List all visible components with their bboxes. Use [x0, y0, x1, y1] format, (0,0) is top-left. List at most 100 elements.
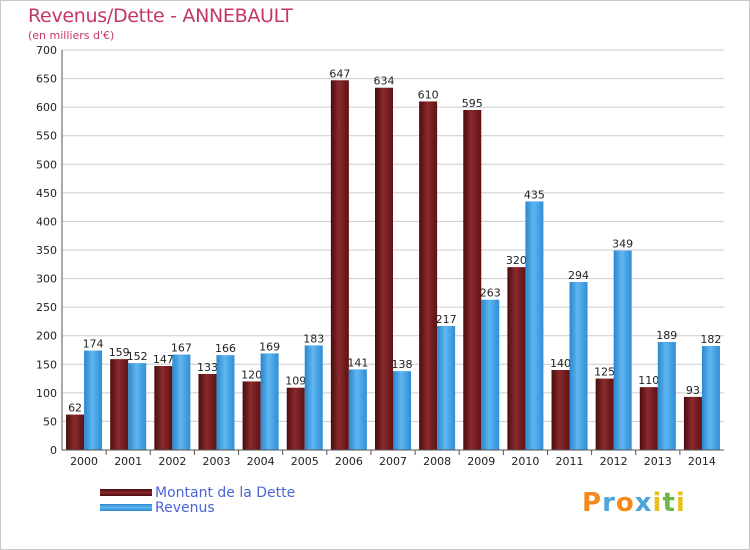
data-label-dette: 647: [329, 67, 350, 80]
y-tick-label: 50: [43, 415, 57, 428]
data-label-revenus: 349: [612, 238, 633, 251]
bar-dette: [154, 366, 173, 450]
legend-swatch-dette: [100, 489, 152, 496]
y-tick-label: 700: [36, 44, 57, 57]
x-tick-label: 2011: [556, 455, 584, 468]
data-label-dette: 159: [109, 346, 130, 359]
data-label-revenus: 263: [480, 287, 501, 300]
bar-revenus: [216, 355, 235, 450]
data-label-dette: 140: [550, 357, 571, 370]
legend-label-revenus: Revenus: [155, 500, 215, 516]
bar-revenus: [701, 346, 720, 450]
proxiti-logo: Proxiti: [582, 488, 686, 518]
bar-dette: [110, 359, 129, 450]
x-tick-label: 2012: [600, 455, 628, 468]
data-label-revenus: 189: [656, 329, 677, 342]
data-label-revenus: 167: [171, 342, 192, 355]
bar-revenus: [657, 342, 676, 450]
data-label-revenus: 141: [347, 356, 368, 369]
y-tick-label: 550: [36, 130, 57, 143]
data-label-dette: 595: [462, 97, 483, 110]
data-label-revenus: 182: [700, 333, 721, 346]
bar-dette: [242, 381, 261, 450]
data-label-revenus: 152: [127, 350, 148, 363]
bar-revenus: [437, 326, 456, 450]
data-label-dette: 147: [153, 353, 174, 366]
bar-dette: [595, 378, 614, 450]
data-label-revenus: 217: [436, 313, 457, 326]
data-label-revenus: 138: [392, 358, 413, 371]
legend-label-dette: Montant de la Dette: [155, 485, 296, 501]
bar-dette: [683, 396, 702, 450]
y-tick-label: 250: [36, 301, 57, 314]
data-label-revenus: 169: [259, 340, 280, 353]
x-tick-label: 2002: [158, 455, 186, 468]
logo-letter: r: [602, 488, 616, 518]
x-tick-label: 2013: [644, 455, 672, 468]
x-tick-label: 2010: [511, 455, 539, 468]
axes: 0 50 100 150 200 250 300 350 400 450 500 550 600 650 7…: [36, 44, 724, 468]
data-label-revenus: 435: [524, 188, 545, 201]
logo-letter: o: [615, 488, 635, 518]
bar-dette: [330, 80, 349, 451]
y-tick-label: 200: [36, 330, 57, 343]
x-tick-label: 2003: [202, 455, 230, 468]
chart-subtitle: (en milliers d'€): [28, 29, 115, 42]
data-label-revenus: 183: [303, 332, 324, 345]
legend-swatch-revenus: [100, 504, 152, 511]
bar-dette: [66, 414, 85, 450]
logo-letter: t: [662, 488, 676, 518]
x-tick-label: 2009: [467, 455, 495, 468]
chart-title: Revenus/Dette - ANNEBAULT: [28, 5, 293, 27]
data-label-dette: 125: [594, 366, 615, 379]
bar-dette: [551, 370, 570, 450]
data-label-dette: 109: [285, 375, 306, 388]
bar-dette: [198, 374, 217, 450]
y-tick-label: 450: [36, 187, 57, 200]
bar-dette: [639, 387, 658, 450]
bar-revenus: [481, 299, 500, 450]
bar-dette: [375, 87, 393, 450]
y-tick-label: 150: [36, 358, 57, 371]
data-label-dette: 634: [374, 75, 395, 88]
data-label-dette: 120: [241, 368, 262, 381]
logo-letter: P: [582, 488, 603, 518]
bar-revenus: [304, 345, 323, 450]
y-tick-label: 600: [36, 101, 57, 114]
y-tick-label: 500: [36, 158, 57, 171]
bar-revenus: [348, 369, 367, 450]
y-tick-label: 300: [36, 273, 57, 286]
data-label-dette: 320: [506, 254, 527, 267]
y-tick-label: 400: [36, 215, 57, 228]
bar-revenus: [172, 354, 191, 450]
y-tick-label: 0: [50, 444, 57, 457]
data-label-dette: 93: [686, 384, 700, 397]
bar-dette: [286, 387, 305, 450]
bar-dette: [507, 267, 526, 450]
bar-revenus: [128, 363, 147, 450]
x-tick-label: 2006: [335, 455, 363, 468]
data-label-dette: 133: [197, 361, 218, 374]
x-tick-label: 2000: [70, 455, 98, 468]
bar-revenus: [393, 371, 411, 450]
bar-revenus: [569, 282, 588, 450]
logo-letter: i: [675, 488, 686, 518]
data-label-dette: 62: [68, 402, 82, 415]
bar-revenus: [525, 201, 544, 450]
x-tick-label: 2004: [247, 455, 275, 468]
y-tick-label: 350: [36, 244, 57, 257]
x-tick-label: 2007: [379, 455, 407, 468]
x-tick-label: 2001: [114, 455, 142, 468]
bar-revenus: [613, 250, 632, 450]
data-label-revenus: 294: [568, 269, 589, 282]
x-tick-label: 2008: [423, 455, 451, 468]
logo-letter: x: [634, 488, 653, 518]
x-tick-label: 2005: [291, 455, 319, 468]
bar-revenus: [84, 350, 103, 450]
y-tick-label: 650: [36, 73, 57, 86]
bar-dette: [419, 101, 438, 450]
bar-revenus: [260, 353, 279, 450]
y-tick-label: 100: [36, 387, 57, 400]
